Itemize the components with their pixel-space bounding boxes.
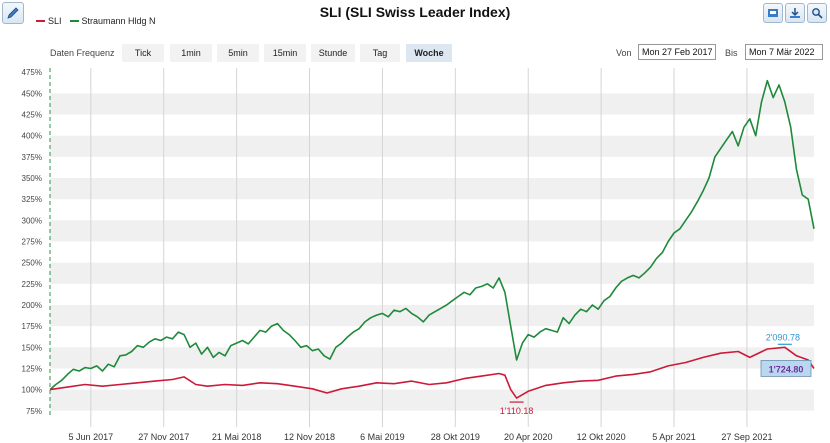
x-tick-label: 28 Okt 2019 [431, 432, 480, 442]
freq-button-1min[interactable]: 1min [170, 44, 212, 62]
x-tick-label: 12 Nov 2018 [284, 432, 335, 442]
x-axis-ticks: 5 Jun 2017 27 Nov 2017 21 Mai 2018 12 Nov 2… [69, 432, 773, 442]
min-label: 1'110.18 [500, 406, 534, 416]
freq-button-tick[interactable]: Tick [122, 44, 164, 62]
x-tick-label: 21 Mai 2018 [212, 432, 262, 442]
y-tick-label: 150% [22, 343, 42, 352]
x-tick-label: 27 Sep 2021 [721, 432, 772, 442]
y-tick-label: 300% [22, 216, 42, 225]
grid-band [50, 220, 814, 242]
y-axis-ticks: 75% 100% 125% 150% 175% 200% 225% 250% 275% 300% 3… [22, 68, 42, 416]
legend-label-straumann: Straumann Hldg N [81, 16, 156, 26]
y-tick-label: 275% [22, 238, 42, 247]
x-tick-label: 12 Okt 2020 [577, 432, 626, 442]
y-tick-label: 250% [22, 259, 42, 268]
y-tick-label: 425% [22, 111, 42, 120]
to-date-input[interactable] [745, 44, 823, 60]
save-image-button[interactable] [763, 3, 783, 23]
grid-band [50, 389, 814, 411]
chart-title: SLI (SLI Swiss Leader Index) [319, 4, 511, 20]
grid-band [50, 304, 814, 327]
legend-label-sli: SLI [48, 16, 62, 26]
grid-band [50, 135, 814, 157]
save-image-icon [768, 9, 778, 17]
legend: SLI Straumann Hldg N [36, 16, 156, 26]
download-icon [790, 8, 800, 18]
legend-swatch-straumann [69, 20, 79, 22]
x-tick-label: 5 Jun 2017 [69, 432, 114, 442]
legend-item-sli[interactable]: SLI [36, 16, 62, 26]
y-tick-label: 350% [22, 174, 42, 183]
grid-band [50, 178, 814, 200]
freq-button-stunde[interactable]: Stunde [311, 44, 355, 62]
y-tick-label: 450% [22, 89, 42, 98]
annotations: 1'110.18 2'090.78 1'724.80 [500, 332, 812, 416]
zoom-icon [812, 8, 823, 19]
series-line-sli [49, 346, 815, 399]
max-label: 2'090.78 [766, 332, 800, 342]
download-button[interactable] [785, 3, 805, 23]
from-label: Von [616, 48, 632, 58]
last-value-label: 1'724.80 [769, 364, 804, 374]
legend-item-straumann[interactable]: Straumann Hldg N [69, 16, 156, 26]
x-tick-label: 20 Apr 2020 [504, 432, 553, 442]
x-tick-label: 6 Mai 2019 [360, 432, 405, 442]
x-tick-label: 27 Nov 2017 [138, 432, 189, 442]
grid-band [50, 93, 814, 115]
legend-swatch-sli [36, 20, 45, 22]
y-tick-label: 375% [22, 153, 42, 162]
y-tick-label: 475% [22, 68, 42, 77]
y-tick-label: 225% [22, 280, 42, 289]
zoom-button[interactable] [807, 3, 827, 23]
y-tick-label: 200% [22, 301, 42, 310]
from-date-input[interactable] [638, 44, 716, 60]
last-value-box [760, 360, 812, 377]
y-tick-label: 175% [22, 322, 42, 331]
x-tick-label: 5 Apr 2021 [652, 432, 696, 442]
y-tick-label: 125% [22, 364, 42, 373]
series-line-straumann-hldg-n [49, 79, 815, 391]
y-tick-label: 75% [26, 407, 42, 416]
freq-button-15min[interactable]: 15min [264, 44, 306, 62]
y-tick-label: 100% [22, 386, 42, 395]
to-label: Bis [725, 48, 738, 58]
freq-button-5min[interactable]: 5min [217, 44, 259, 62]
grid-band [50, 347, 814, 369]
grid-band [50, 262, 814, 284]
grid-bands [50, 93, 814, 411]
edit-chart-button[interactable] [2, 2, 24, 24]
y-tick-label: 325% [22, 195, 42, 204]
vertical-gridlines [90, 68, 748, 427]
freq-button-tag[interactable]: Tag [360, 44, 400, 62]
pencil-icon [7, 7, 19, 19]
series-lines [49, 79, 815, 399]
freq-button-woche[interactable]: Woche [406, 44, 452, 62]
frequency-label: Daten Frequenz [50, 48, 115, 58]
y-tick-label: 400% [22, 132, 42, 141]
